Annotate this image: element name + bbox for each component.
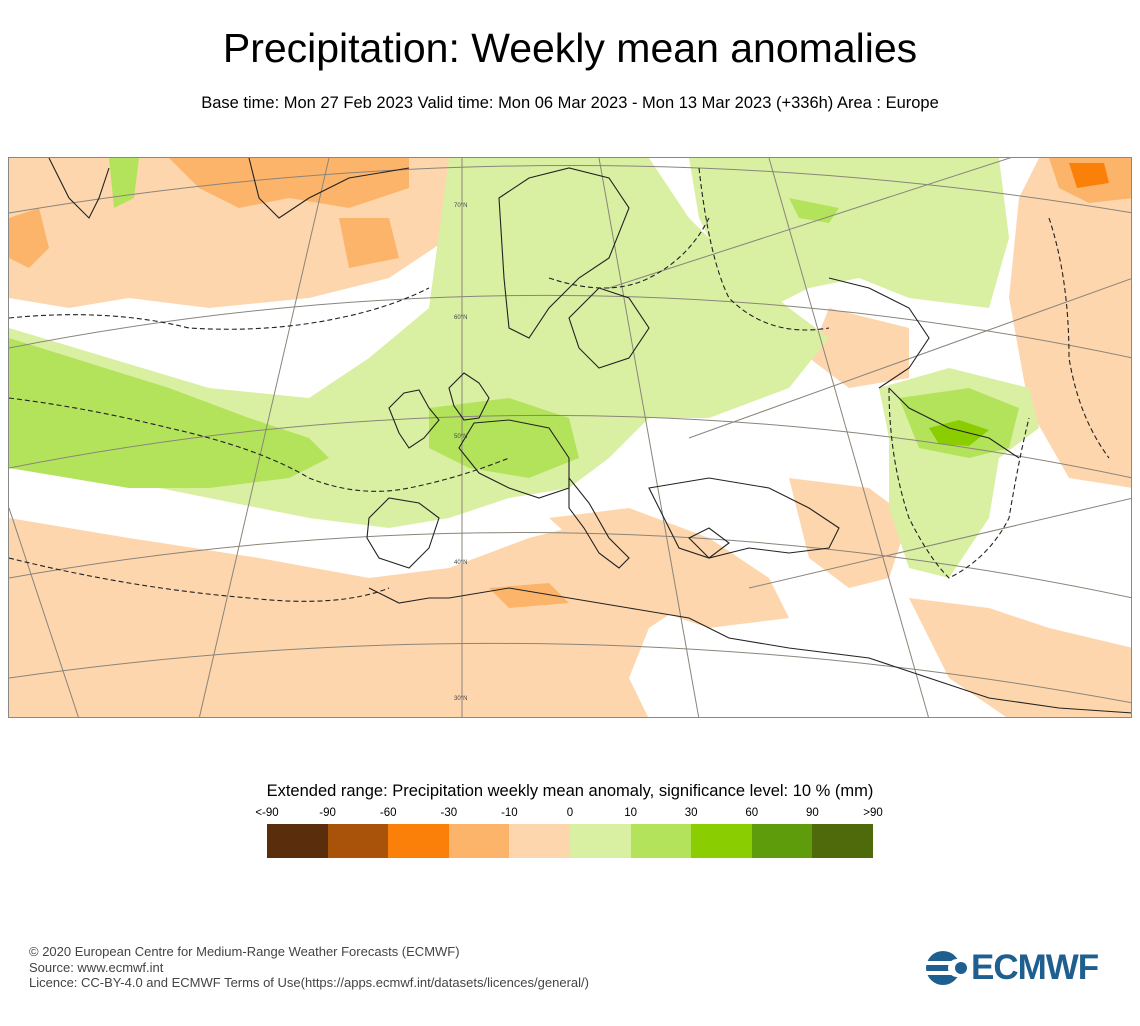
lat-label-60: 60°N [454, 315, 467, 321]
anomaly-shading-dark-orange [1069, 163, 1109, 188]
map-canvas: 70°N 60°N 50°N 40°N 30°N [9, 158, 1131, 717]
licence-text: Licence: CC-BY-4.0 and ECMWF Terms of Us… [29, 975, 589, 990]
legend-ticks: <-90 -90 -60 -30 -10 0 10 30 60 90 >90 [0, 806, 1140, 822]
lat-label-70: 70°N [454, 203, 467, 209]
anomaly-map: 70°N 60°N 50°N 40°N 30°N [8, 157, 1132, 718]
footer: © 2020 European Centre for Medium-Range … [29, 944, 589, 991]
legend-swatch [267, 824, 328, 858]
lat-label-40: 40°N [454, 560, 467, 566]
ecmwf-logo: ECMWF [923, 948, 1123, 988]
anomaly-shading-green [9, 158, 1019, 488]
legend-tick-label: -30 [440, 807, 458, 819]
legend-swatch [751, 824, 813, 858]
legend-tick-label: -90 [319, 807, 336, 819]
legend-swatch [388, 824, 449, 858]
legend-swatch [691, 824, 752, 858]
legend-tick-label: 0 [566, 807, 574, 819]
ecmwf-logo-text: ECMWF [971, 948, 1099, 987]
legend-tick-label: 90 [805, 807, 819, 819]
copyright-text: © 2020 European Centre for Medium-Range … [29, 944, 460, 959]
legend-swatch [327, 824, 389, 858]
legend-tick-label: 30 [684, 807, 698, 819]
anomaly-shading-orange [9, 158, 1131, 608]
legend-swatch [812, 824, 873, 858]
lat-label-30: 30°N [454, 696, 467, 702]
chart-title: Precipitation: Weekly mean anomalies [222, 25, 918, 71]
legend-swatch [509, 824, 570, 858]
legend-title: Extended range: Precipitation weekly mea… [266, 782, 874, 800]
source-text: Source: www.ecmwf.int [29, 959, 164, 975]
legend-tick-label: -60 [379, 807, 397, 819]
ecmwf-logo-mark-icon [926, 951, 967, 985]
anomaly-shading-bright-green [929, 420, 989, 446]
legend-swatch [630, 824, 692, 858]
legend-colorbar [267, 824, 873, 858]
graticule [9, 158, 1131, 717]
legend-tick-label: <-90 [255, 807, 279, 819]
legend-swatch [448, 824, 510, 858]
coastlines [48, 158, 1131, 714]
legend-tick-label: 60 [745, 807, 759, 819]
legend-tick-label: >90 [863, 807, 883, 819]
legend-swatch [569, 824, 631, 858]
legend-tick-label: 10 [624, 807, 637, 819]
lat-label-50: 50°N [454, 434, 467, 440]
chart-subtitle: Base time: Mon 27 Feb 2023 Valid time: M… [201, 94, 939, 112]
legend-tick-label: -10 [501, 807, 518, 819]
significance-contours [9, 167, 1110, 602]
